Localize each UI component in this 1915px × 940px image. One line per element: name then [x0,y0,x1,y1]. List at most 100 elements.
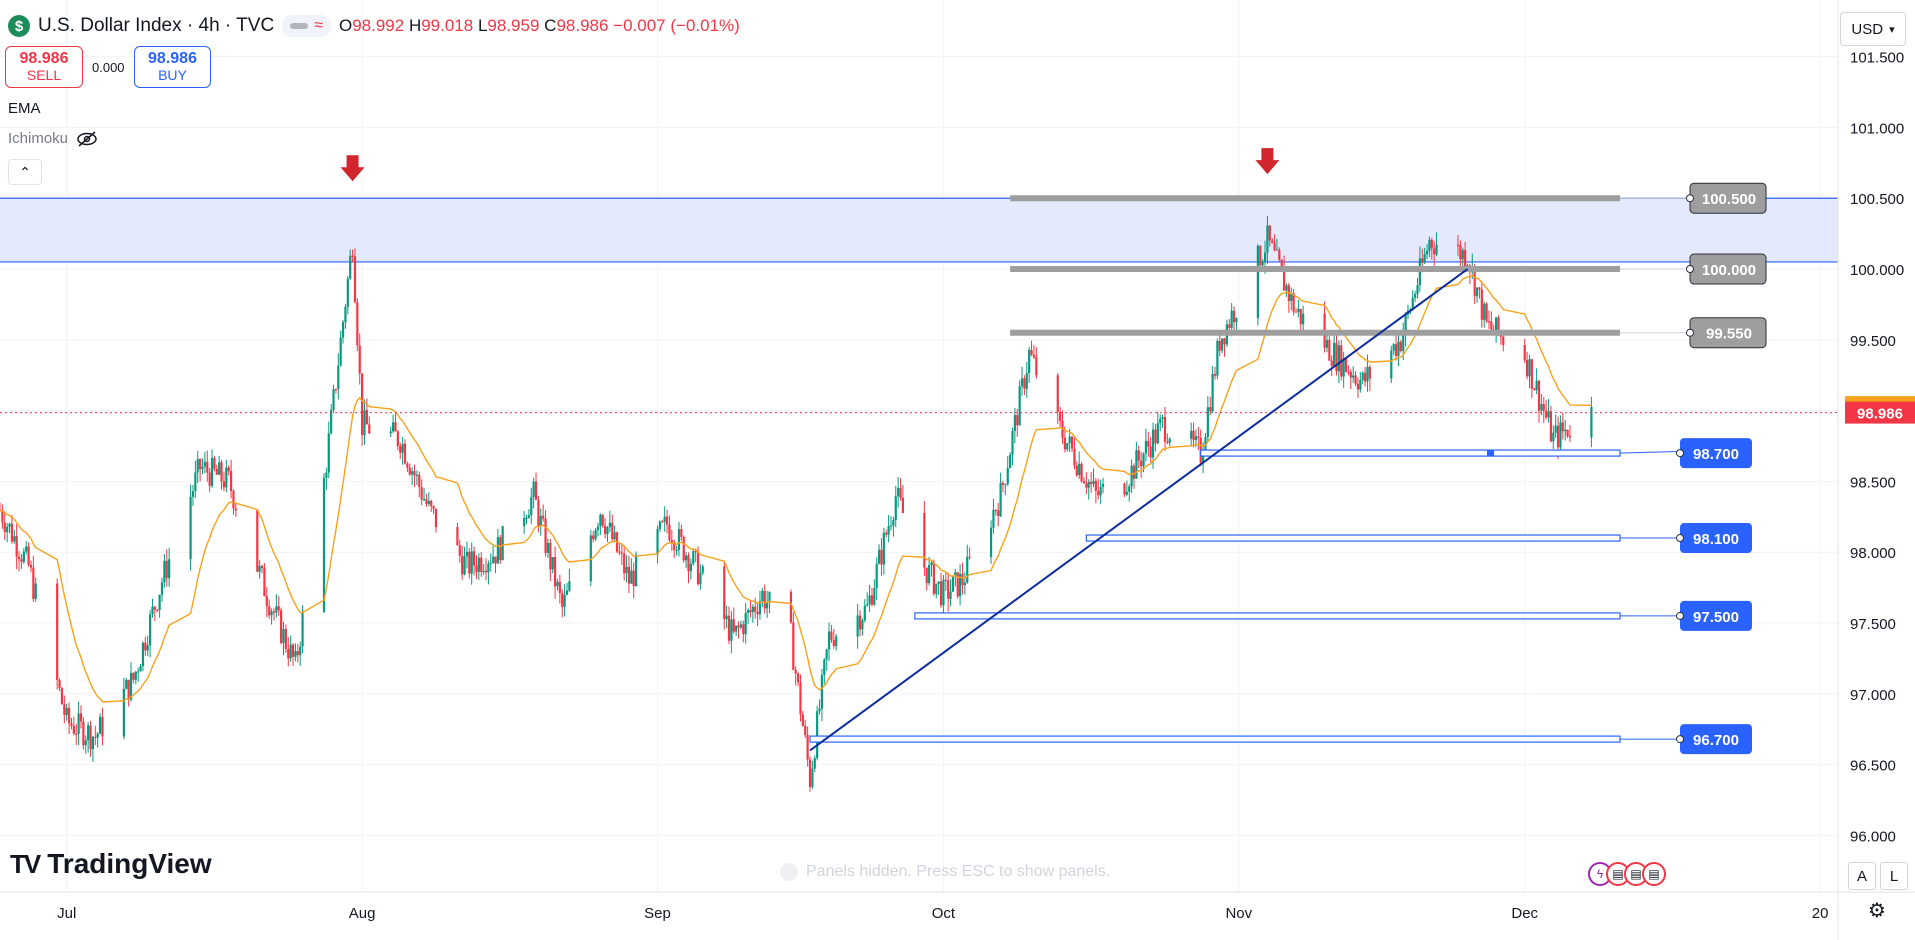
candle-body [599,514,602,527]
candle-body [127,679,130,700]
candle-body [589,535,592,582]
candle-body [1556,425,1560,448]
candle-body [806,735,809,760]
candle-body [1263,252,1267,262]
indicator-ema[interactable]: EMA [8,100,41,117]
candle-body [730,619,733,641]
indicator-toggle[interactable]: ≈ [282,15,331,37]
candle-body [163,560,166,583]
candle-body [408,467,411,475]
candle-body [101,716,104,737]
trendline [809,268,1469,752]
candle-body [1006,468,1009,485]
candle-body [89,725,92,750]
candle-body [999,482,1002,517]
candle-body [1159,418,1162,424]
candle-body [203,461,206,467]
candle-body [558,581,561,594]
economic-events[interactable]: ϟ ▤ ▤ ▤ [1588,862,1666,886]
header: $ U.S. Dollar Index · 4h · TVC ≈ O98.992… [8,14,740,38]
candle-body [796,673,800,683]
candle-body [129,672,133,700]
candle-body [568,581,571,591]
candle-body [1166,441,1169,443]
ohlc-high: 99.018 [421,16,474,35]
candle-body [1473,265,1476,297]
symbol-title[interactable]: U.S. Dollar Index · 4h · TVC [38,15,275,36]
price-tick-label: 98.000 [1850,545,1896,562]
candle-body [870,595,874,605]
candle-body [351,255,354,257]
candle-body [430,500,433,507]
candle-body [296,651,299,656]
candle-body [1561,422,1564,432]
candle-body [1011,430,1014,455]
info-icon [780,863,798,881]
candle-body [875,563,878,589]
candle-body [27,546,30,565]
candle-body [685,555,688,561]
log-scale-button[interactable]: L [1880,862,1908,890]
indicator-ichimoku[interactable]: Ichimoku [8,130,98,147]
candle-body [618,551,621,553]
candle-body [823,659,826,676]
candle-body [894,496,897,520]
candle-body [530,497,533,516]
candle-body [1216,341,1219,376]
candle-body [1073,448,1076,466]
candle-body [1001,482,1005,485]
candle-body [1142,453,1145,467]
candle-body [144,642,147,651]
candle-body [856,615,859,637]
candle-body [966,556,969,583]
candle-body [356,302,359,346]
support-level-box [809,735,1621,743]
currency-selector[interactable]: USD ▾ [1840,12,1906,46]
candle-body [79,713,83,722]
level-anchor-dot [1686,194,1694,203]
tradingview-logo[interactable]: TV TradingView [10,848,212,880]
candle-body [804,726,807,736]
eye-hidden-icon[interactable] [76,130,98,147]
sell-button[interactable]: 98.986 SELL [5,46,83,88]
candle-body [1097,490,1100,496]
candle-body [301,611,304,647]
candle-body [84,740,87,746]
gear-icon[interactable]: ⚙ [1868,900,1886,922]
candle-body [899,487,902,498]
candle-body [1297,308,1300,312]
candle-body [284,628,287,649]
candle-body [794,669,797,674]
candle-body [606,527,609,535]
auto-scale-button[interactable]: A [1848,862,1876,890]
candle-body [482,570,485,572]
candle-body [1502,336,1505,346]
candle-body [463,556,466,575]
candle-body [34,583,37,599]
resistance-level-bar [1010,266,1620,273]
candle-body [935,583,938,594]
candle-body [391,422,395,432]
candle-body [1392,344,1395,351]
candle-body [694,551,697,553]
candle-body [1590,406,1593,438]
candle-body [534,481,538,500]
candle-body [525,518,528,520]
candle-body [1004,484,1007,486]
candle-body [413,471,416,476]
candle-body [682,536,685,561]
wave-icon: ≈ [314,17,323,34]
candle-body [94,736,97,738]
us-flag-icon[interactable]: ▤ [1642,862,1666,886]
candle-body [1547,411,1550,418]
candle-body [158,594,161,611]
buy-button[interactable]: 98.986 BUY [134,46,211,88]
candle-body [1156,423,1159,444]
candle-body [1361,372,1364,380]
candle-body [168,559,171,579]
candle-body [134,671,137,680]
candle-body [75,733,78,735]
collapse-legend-button[interactable]: ⌃ [8,159,42,185]
candle-body [146,645,149,651]
